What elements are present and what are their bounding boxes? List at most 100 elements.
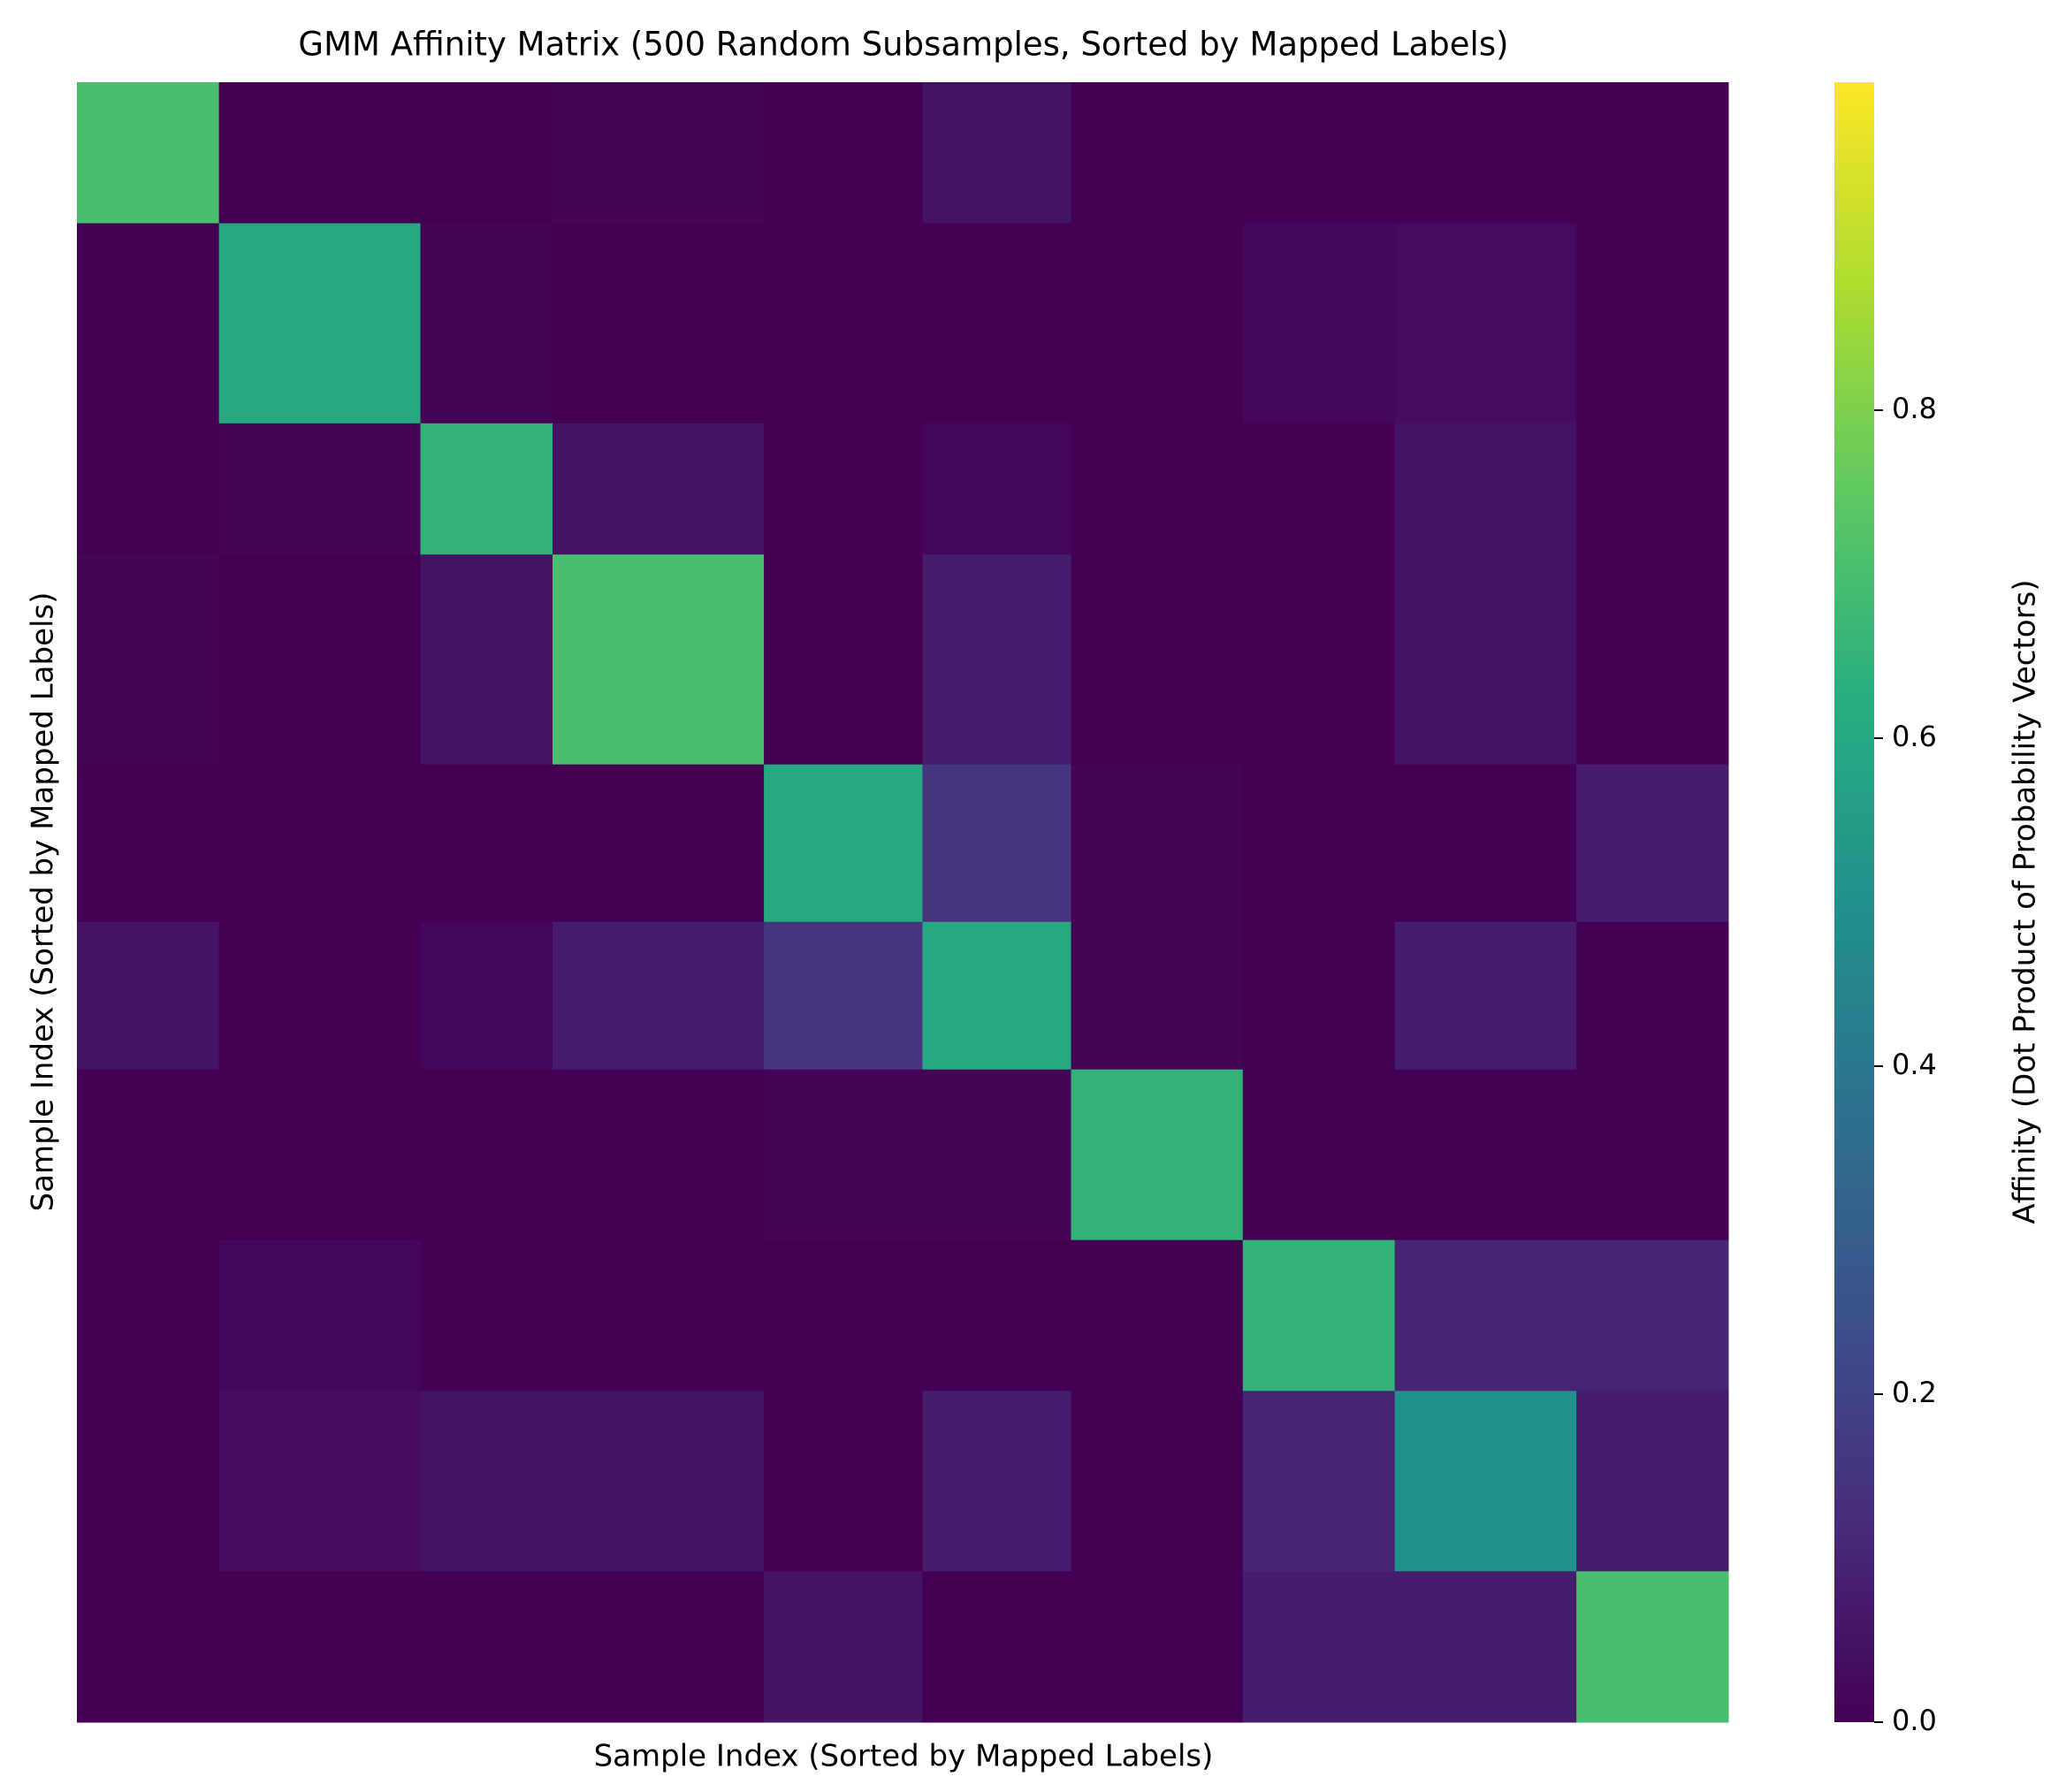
heatmap-cell [552, 223, 765, 424]
heatmap-cell [420, 554, 553, 766]
heatmap-cell [922, 1571, 1072, 1723]
heatmap-cell [1576, 1239, 1729, 1392]
heatmap-cell [77, 764, 220, 923]
heatmap-cell [764, 223, 923, 424]
heatmap-cell [1576, 764, 1729, 923]
heatmap-cell [922, 1391, 1072, 1572]
heatmap-cell [764, 554, 923, 766]
heatmap-cell [552, 554, 765, 766]
heatmap-cell [218, 1239, 422, 1392]
heatmap-cell [77, 82, 220, 225]
heatmap-cell [922, 764, 1072, 923]
heatmap-cell [922, 1069, 1072, 1241]
x-axis-label: Sample Index (Sorted by Mapped Labels) [594, 1739, 1214, 1774]
heatmap-cell [1242, 1069, 1396, 1241]
heatmap-cell [1394, 1239, 1577, 1392]
heatmap-cell [218, 764, 422, 923]
heatmap-cell [1071, 1239, 1244, 1392]
heatmap-cell [1576, 554, 1729, 766]
heatmap-cell [552, 423, 765, 555]
heatmap-cell [420, 1391, 553, 1572]
heatmap-cell [77, 1239, 220, 1392]
heatmap-cell [1242, 1571, 1396, 1723]
heatmap-cell [218, 82, 422, 225]
heatmap-cell [420, 1571, 553, 1723]
heatmap-cell [218, 1571, 422, 1723]
heatmap-cell [1242, 1391, 1396, 1572]
heatmap-cell [1071, 764, 1244, 923]
heatmap-cell [1576, 1069, 1729, 1241]
colorbar-tick-label: 0.6 [1892, 720, 1937, 753]
heatmap-cell [1071, 554, 1244, 766]
heatmap-cell [552, 82, 765, 225]
heatmap-cell [1394, 1069, 1577, 1241]
colorbar-tick-label: 0.0 [1892, 1704, 1937, 1737]
heatmap-cell [77, 223, 220, 424]
heatmap-cell [764, 921, 923, 1071]
heatmap-cell [1576, 921, 1729, 1071]
heatmap-cell [922, 223, 1072, 424]
heatmap-cell [218, 423, 422, 555]
heatmap-cell [77, 1069, 220, 1241]
heatmap-cell [1242, 82, 1396, 225]
heatmap-cell [420, 223, 553, 424]
heatmap-cell [420, 921, 553, 1071]
heatmap-cell [1242, 1239, 1396, 1392]
heatmap-cell [764, 1391, 923, 1572]
heatmap-cell [77, 921, 220, 1071]
heatmap-cell [1576, 223, 1729, 424]
heatmap-cell [1576, 1391, 1729, 1572]
heatmap-cell [218, 921, 422, 1071]
heatmap-cell [420, 1239, 553, 1392]
heatmap-cell [922, 82, 1072, 225]
heatmap-cell [1071, 223, 1244, 424]
heatmap-cell [552, 921, 765, 1071]
heatmap-cell [552, 1571, 765, 1723]
heatmap-cell [1394, 1391, 1577, 1572]
colorbar-tick-label: 0.4 [1892, 1048, 1937, 1081]
heatmap-cell [1394, 1571, 1577, 1723]
heatmap-cell [552, 1239, 765, 1392]
heatmap-cell [922, 921, 1072, 1071]
heatmap-cell [218, 1391, 422, 1572]
heatmap-cell [764, 1571, 923, 1723]
heatmap-cell [764, 82, 923, 225]
heatmap-cell [1394, 82, 1577, 225]
heatmap-cell [1394, 764, 1577, 923]
heatmap-cell [1242, 764, 1396, 923]
heatmap-cell [1242, 223, 1396, 424]
heatmap-cell [420, 1069, 553, 1241]
heatmap-cell [1576, 1571, 1729, 1723]
heatmap-cell [552, 1391, 765, 1572]
heatmap-cell [1242, 921, 1396, 1071]
heatmap-cell [1242, 554, 1396, 766]
heatmap-cell [1394, 423, 1577, 555]
heatmap-cell [1394, 223, 1577, 424]
heatmap-cell [1576, 423, 1729, 555]
heatmap-cell [922, 554, 1072, 766]
heatmap-cell [77, 423, 220, 555]
heatmap-cell [420, 423, 553, 555]
heatmap-cell [1071, 82, 1244, 225]
heatmap-cell [764, 1069, 923, 1241]
heatmap-cell [922, 423, 1072, 555]
heatmap-cell [1071, 423, 1244, 555]
heatmap-cell [218, 1069, 422, 1241]
y-axis-label: Sample Index (Sorted by Mapped Labels) [26, 592, 61, 1212]
heatmap-cell [218, 223, 422, 424]
heatmap-cell [922, 1239, 1072, 1392]
heatmap-cell [1394, 921, 1577, 1071]
heatmap-cell [552, 764, 765, 923]
heatmap-cell [77, 1391, 220, 1572]
heatmap-cell [552, 1069, 765, 1241]
heatmap-cell [1071, 1391, 1244, 1572]
chart-title: GMM Affinity Matrix (500 Random Subsampl… [298, 26, 1508, 64]
heatmap-cell [1394, 554, 1577, 766]
heatmap-cell [1242, 423, 1396, 555]
heatmap-cell [420, 82, 553, 225]
heatmap-cell [77, 554, 220, 766]
heatmap-cell [1576, 82, 1729, 225]
heatmap-cell [764, 423, 923, 555]
heatmap-cell [218, 554, 422, 766]
